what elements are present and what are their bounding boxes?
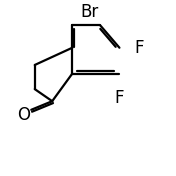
Text: F: F xyxy=(134,39,143,57)
Text: O: O xyxy=(17,106,30,124)
Text: Br: Br xyxy=(81,2,99,21)
Text: F: F xyxy=(115,89,124,107)
